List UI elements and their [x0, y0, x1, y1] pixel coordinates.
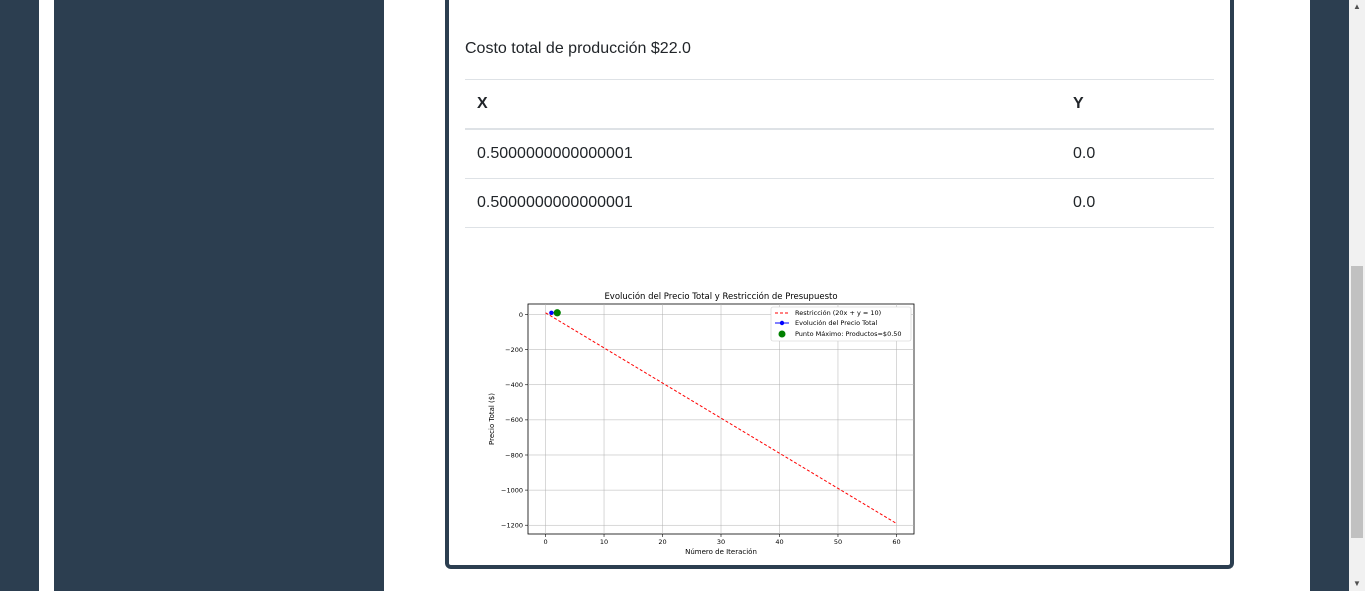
sidebar — [54, 0, 384, 591]
x-tick-label: 10 — [600, 538, 608, 546]
chart-title: Evolución del Precio Total y Restricción… — [604, 291, 837, 302]
y-tick-label: −200 — [505, 346, 523, 354]
background-left-strip — [0, 0, 39, 591]
table-row: 0.5000000000000001 0.0 — [465, 129, 1214, 179]
results-table: X Y 0.5000000000000001 0.0 0.50000000000… — [465, 79, 1214, 228]
table-header-row: X Y — [465, 79, 1214, 130]
x-tick-label: 40 — [775, 538, 783, 546]
y-tick-label: −600 — [505, 416, 523, 424]
y-tick-label: 0 — [519, 311, 523, 319]
y-tick-label: −400 — [505, 381, 523, 389]
legend-label-max-point: Punto Máximo: Productos=$0.50 — [795, 330, 902, 338]
table-cell-x: 0.5000000000000001 — [465, 178, 1061, 228]
x-tick-label: 0 — [543, 538, 547, 546]
vertical-scrollbar[interactable]: ▲ ▼ — [1349, 0, 1365, 591]
table-cell-y: 0.0 — [1061, 178, 1214, 228]
x-tick-label: 30 — [717, 538, 725, 546]
x-tick-label: 50 — [834, 538, 842, 546]
scroll-up-arrow-icon[interactable]: ▲ — [1353, 2, 1361, 11]
background-right-strip — [1310, 0, 1349, 591]
background-gap — [39, 0, 54, 591]
legend-label-evolution: Evolución del Precio Total — [795, 319, 878, 327]
column-header-x: X — [465, 79, 1061, 130]
price-evolution-chart: Evolución del Precio Total y Restricción… — [488, 291, 915, 556]
x-axis-label: Número de Iteración — [685, 548, 757, 556]
x-tick-label: 20 — [658, 538, 666, 546]
legend-marker-max-point — [778, 330, 786, 338]
y-tick-label: −1000 — [501, 486, 523, 494]
legend-marker-evolution — [779, 320, 785, 326]
legend-box — [770, 306, 912, 342]
y-tick-label: −800 — [505, 451, 523, 459]
table-cell-y: 0.0 — [1061, 129, 1214, 179]
legend-label-constraint: Restricción (20x + y = 10) — [795, 309, 881, 317]
price-evolution-point — [549, 310, 554, 315]
scroll-down-arrow-icon[interactable]: ▼ — [1353, 579, 1361, 588]
scrollbar-thumb[interactable] — [1351, 266, 1363, 538]
total-cost-text: Costo total de producción $22.0 — [465, 40, 691, 57]
column-header-y: Y — [1061, 79, 1214, 130]
table-cell-x: 0.5000000000000001 — [465, 129, 1061, 179]
table-row: 0.5000000000000001 0.0 — [465, 178, 1214, 228]
y-axis-label: Precio Total ($) — [488, 393, 496, 445]
x-tick-label: 60 — [892, 538, 900, 546]
y-tick-label: −1200 — [501, 522, 523, 530]
chart-legend: Restricción (20x + y = 10) Evolución del… — [770, 306, 912, 342]
constraint-line — [545, 312, 897, 524]
max-point-marker — [553, 309, 561, 317]
